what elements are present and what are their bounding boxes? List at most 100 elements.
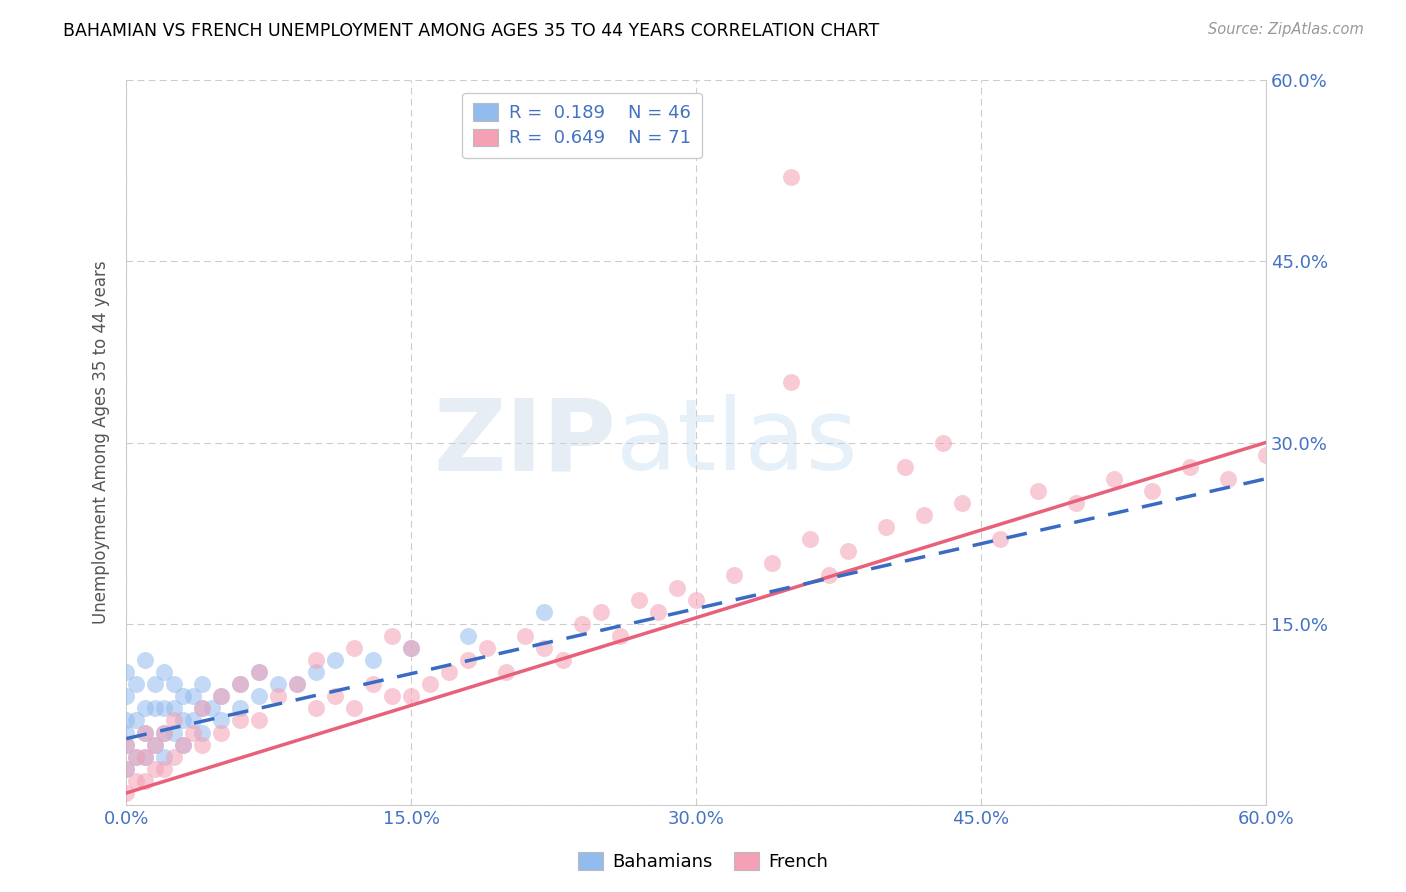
Point — [191, 701, 214, 715]
Point — [209, 690, 232, 704]
Text: BAHAMIAN VS FRENCH UNEMPLOYMENT AMONG AGES 35 TO 44 YEARS CORRELATION CHART: BAHAMIAN VS FRENCH UNEMPLOYMENT AMONG AG… — [63, 22, 880, 40]
Point — [153, 701, 176, 715]
Point — [988, 532, 1011, 546]
Point — [229, 701, 252, 715]
Point — [115, 690, 138, 704]
Point — [1064, 496, 1087, 510]
Point — [172, 690, 194, 704]
Point — [780, 375, 803, 389]
Point — [685, 592, 707, 607]
Point — [181, 714, 204, 728]
Point — [115, 786, 138, 800]
Point — [143, 738, 166, 752]
Point — [381, 629, 404, 643]
Point — [115, 714, 138, 728]
Point — [666, 581, 689, 595]
Point — [181, 690, 204, 704]
Point — [247, 665, 270, 680]
Point — [247, 690, 270, 704]
Point — [1140, 483, 1163, 498]
Point — [125, 714, 148, 728]
Point — [399, 690, 422, 704]
Point — [343, 701, 366, 715]
Point — [209, 725, 232, 739]
Point — [153, 749, 176, 764]
Point — [181, 725, 204, 739]
Point — [172, 738, 194, 752]
Point — [172, 714, 194, 728]
Point — [163, 701, 186, 715]
Point — [571, 616, 593, 631]
Point — [647, 605, 669, 619]
Point — [495, 665, 517, 680]
Point — [143, 677, 166, 691]
Legend: R =  0.189    N = 46, R =  0.649    N = 71: R = 0.189 N = 46, R = 0.649 N = 71 — [463, 93, 702, 158]
Point — [399, 640, 422, 655]
Point — [153, 762, 176, 776]
Point — [134, 749, 156, 764]
Point — [163, 714, 186, 728]
Point — [134, 725, 156, 739]
Point — [191, 725, 214, 739]
Point — [172, 738, 194, 752]
Point — [475, 640, 498, 655]
Point — [591, 605, 613, 619]
Point — [134, 749, 156, 764]
Point — [125, 749, 148, 764]
Point — [305, 653, 328, 667]
Point — [305, 701, 328, 715]
Point — [399, 640, 422, 655]
Y-axis label: Unemployment Among Ages 35 to 44 years: Unemployment Among Ages 35 to 44 years — [93, 260, 110, 624]
Point — [209, 714, 232, 728]
Point — [419, 677, 441, 691]
Point — [115, 725, 138, 739]
Point — [912, 508, 935, 522]
Point — [323, 653, 346, 667]
Text: atlas: atlas — [616, 394, 858, 491]
Point — [457, 653, 479, 667]
Point — [323, 690, 346, 704]
Point — [875, 520, 897, 534]
Point — [285, 677, 308, 691]
Point — [818, 568, 841, 582]
Point — [551, 653, 574, 667]
Point — [201, 701, 224, 715]
Point — [343, 640, 366, 655]
Point — [143, 701, 166, 715]
Point — [115, 738, 138, 752]
Text: Source: ZipAtlas.com: Source: ZipAtlas.com — [1208, 22, 1364, 37]
Point — [437, 665, 460, 680]
Point — [799, 532, 821, 546]
Point — [285, 677, 308, 691]
Point — [1026, 483, 1049, 498]
Point — [361, 653, 384, 667]
Point — [229, 714, 252, 728]
Point — [837, 544, 859, 558]
Point — [163, 677, 186, 691]
Point — [305, 665, 328, 680]
Point — [134, 773, 156, 788]
Point — [115, 665, 138, 680]
Point — [209, 690, 232, 704]
Point — [1254, 448, 1277, 462]
Point — [191, 677, 214, 691]
Point — [115, 762, 138, 776]
Point — [153, 665, 176, 680]
Point — [457, 629, 479, 643]
Point — [115, 762, 138, 776]
Point — [513, 629, 536, 643]
Point — [125, 773, 148, 788]
Legend: Bahamians, French: Bahamians, French — [571, 846, 835, 879]
Point — [381, 690, 404, 704]
Point — [1216, 472, 1239, 486]
Point — [1178, 459, 1201, 474]
Point — [247, 665, 270, 680]
Point — [134, 653, 156, 667]
Point — [267, 677, 290, 691]
Point — [229, 677, 252, 691]
Point — [115, 738, 138, 752]
Point — [143, 738, 166, 752]
Point — [361, 677, 384, 691]
Point — [125, 749, 148, 764]
Point — [191, 701, 214, 715]
